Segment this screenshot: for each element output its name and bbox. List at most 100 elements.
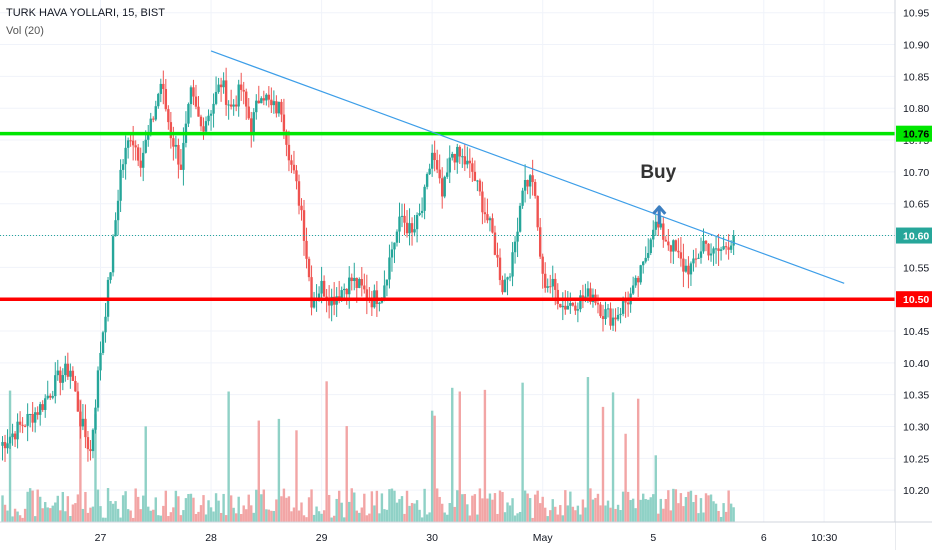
candle-body	[222, 80, 225, 88]
volume-bar	[385, 509, 389, 522]
volume-bar	[466, 504, 469, 522]
volume-bar	[11, 516, 14, 522]
volume-bar	[729, 503, 733, 522]
candle-body	[136, 147, 140, 161]
candle-body	[152, 118, 155, 120]
candle-body	[330, 296, 333, 306]
candle-body	[162, 83, 165, 90]
candle-body	[129, 140, 132, 142]
price-axis-bg	[895, 0, 932, 550]
volume-bar	[506, 502, 509, 522]
volume-bar	[672, 488, 675, 522]
volume-bar	[134, 488, 137, 522]
volume-bar	[282, 488, 286, 522]
volume-bar	[609, 507, 612, 522]
candle-body	[214, 91, 218, 104]
volume-bar	[601, 406, 605, 522]
price-tag	[896, 125, 932, 142]
volume-bar	[41, 508, 44, 522]
volume-bar	[400, 496, 404, 522]
volume-bar	[544, 507, 547, 522]
symbol-title[interactable]: TURK HAVA YOLLARI, 15, BIST	[6, 7, 165, 19]
candle-body	[589, 288, 592, 302]
volume-bar	[192, 497, 195, 522]
volume-bar	[707, 495, 710, 522]
volume-bar	[629, 500, 632, 522]
candle-body	[134, 145, 137, 148]
candle-body	[574, 305, 577, 311]
candle-body	[250, 118, 253, 135]
volume-bar	[435, 488, 439, 522]
volume-bar	[290, 511, 293, 522]
candle-body	[144, 139, 147, 153]
volume-bar	[574, 510, 577, 522]
candle-body	[448, 157, 451, 173]
candle-body	[724, 246, 728, 248]
volume-bar	[516, 513, 519, 522]
volume-bar	[119, 517, 122, 522]
price-tag-label: 10.76	[903, 129, 929, 141]
price-axis[interactable]: 10.9510.9010.8510.8010.7510.7010.6510.60…	[894, 0, 932, 550]
time-tick-label: 10:30	[811, 532, 837, 544]
volume-bar	[111, 503, 115, 522]
candle-body	[59, 370, 62, 383]
volume-bar	[395, 502, 399, 522]
candle-body	[257, 100, 260, 104]
candle-body	[355, 277, 358, 288]
volume-bar	[39, 496, 42, 522]
candle-body	[488, 218, 492, 221]
volume-bar	[375, 490, 379, 522]
volume-bar	[549, 510, 552, 522]
candle-body	[167, 109, 170, 123]
candle-body	[664, 239, 668, 242]
candle-body	[438, 169, 441, 179]
candle-body	[212, 103, 215, 114]
candle-body	[428, 168, 431, 175]
candle-body	[300, 205, 303, 211]
volume-bar	[179, 515, 183, 522]
volume-bar	[49, 508, 52, 522]
volume-bar	[245, 509, 248, 522]
volume-bar	[229, 495, 233, 522]
candle-body	[46, 395, 49, 399]
candle-body	[576, 309, 580, 311]
volume-bar	[174, 490, 178, 522]
candle-body	[606, 308, 610, 310]
candle-body	[84, 418, 87, 438]
volume-indicator-label[interactable]: Vol (20)	[6, 25, 44, 37]
volume-bar	[177, 496, 180, 522]
volume-bar	[667, 490, 670, 522]
candle-body	[453, 153, 456, 163]
volume-bar	[657, 513, 660, 522]
volume-bar	[518, 511, 522, 522]
candle-body	[23, 425, 27, 427]
candle-body	[39, 404, 42, 415]
candle-body	[172, 138, 175, 147]
volume-bar	[554, 506, 557, 522]
volume-bar	[398, 499, 401, 522]
candle-body	[260, 98, 263, 104]
candles[interactable]	[1, 67, 735, 462]
volume-bar	[709, 494, 713, 522]
candle-body	[217, 84, 220, 92]
volume-bar	[486, 498, 489, 522]
candle-body	[468, 160, 472, 164]
volume-bar	[451, 387, 454, 522]
candle-body	[634, 277, 637, 286]
candle-body	[714, 248, 718, 250]
volume-bar	[300, 502, 303, 522]
volume-bar	[345, 426, 348, 522]
candle-body	[224, 80, 228, 105]
candle-body	[227, 104, 230, 106]
volume-bar	[31, 490, 34, 522]
candle-body	[626, 302, 630, 305]
candle-body	[353, 277, 356, 282]
volume-bar	[616, 504, 620, 522]
time-axis[interactable]: 27 28 29 30 May 5 6 10:30	[0, 521, 932, 550]
volume-bar	[307, 497, 311, 522]
volume-bar	[418, 509, 421, 522]
volume-bar	[61, 492, 65, 522]
volume-bar	[116, 508, 120, 522]
